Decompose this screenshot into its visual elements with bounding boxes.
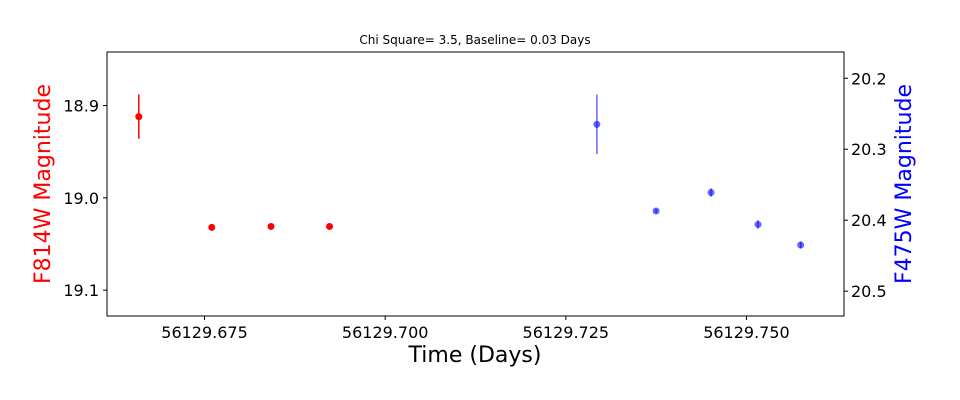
data-point <box>135 113 143 121</box>
series-right <box>593 94 805 249</box>
right-y-tick-label: 20.3 <box>851 140 887 159</box>
data-point <box>593 120 601 128</box>
plot-border <box>106 51 845 317</box>
data-point <box>797 241 805 249</box>
data-point <box>707 189 715 197</box>
left-y-tick-label: 19.1 <box>63 281 99 300</box>
data-point <box>326 222 334 230</box>
data-point <box>267 222 275 230</box>
left-y-tick-label: 18.9 <box>63 97 99 116</box>
right-y-tick-label: 20.2 <box>851 69 887 88</box>
plot-frame <box>106 51 845 317</box>
right-y-axis: 20.2 20.3 20.4 20.5 <box>844 69 887 301</box>
x-axis: 56129.675 56129.700 56129.725 56129.750 <box>161 316 790 342</box>
x-axis-label: Time (Days) <box>408 343 542 368</box>
chart-title: Chi Square= 3.5, Baseline= 0.03 Days <box>359 33 590 47</box>
data-point <box>652 207 660 215</box>
series-left <box>135 94 334 231</box>
x-tick-label: 56129.675 <box>161 323 248 342</box>
right-y-tick-label: 20.5 <box>851 282 887 301</box>
data-point <box>754 220 762 228</box>
x-tick-label: 56129.750 <box>703 323 790 342</box>
right-y-axis-label: F475W Magnitude <box>892 84 917 284</box>
x-tick-label: 56129.700 <box>342 323 429 342</box>
data-point <box>208 223 216 231</box>
right-y-tick-label: 20.4 <box>851 211 887 230</box>
data-series <box>135 94 805 249</box>
left-y-tick-label: 19.0 <box>63 189 99 208</box>
left-y-axis: 18.9 19.0 19.1 <box>63 97 107 300</box>
left-y-axis-label: F814W Magnitude <box>31 84 56 284</box>
x-tick-label: 56129.725 <box>523 323 610 342</box>
